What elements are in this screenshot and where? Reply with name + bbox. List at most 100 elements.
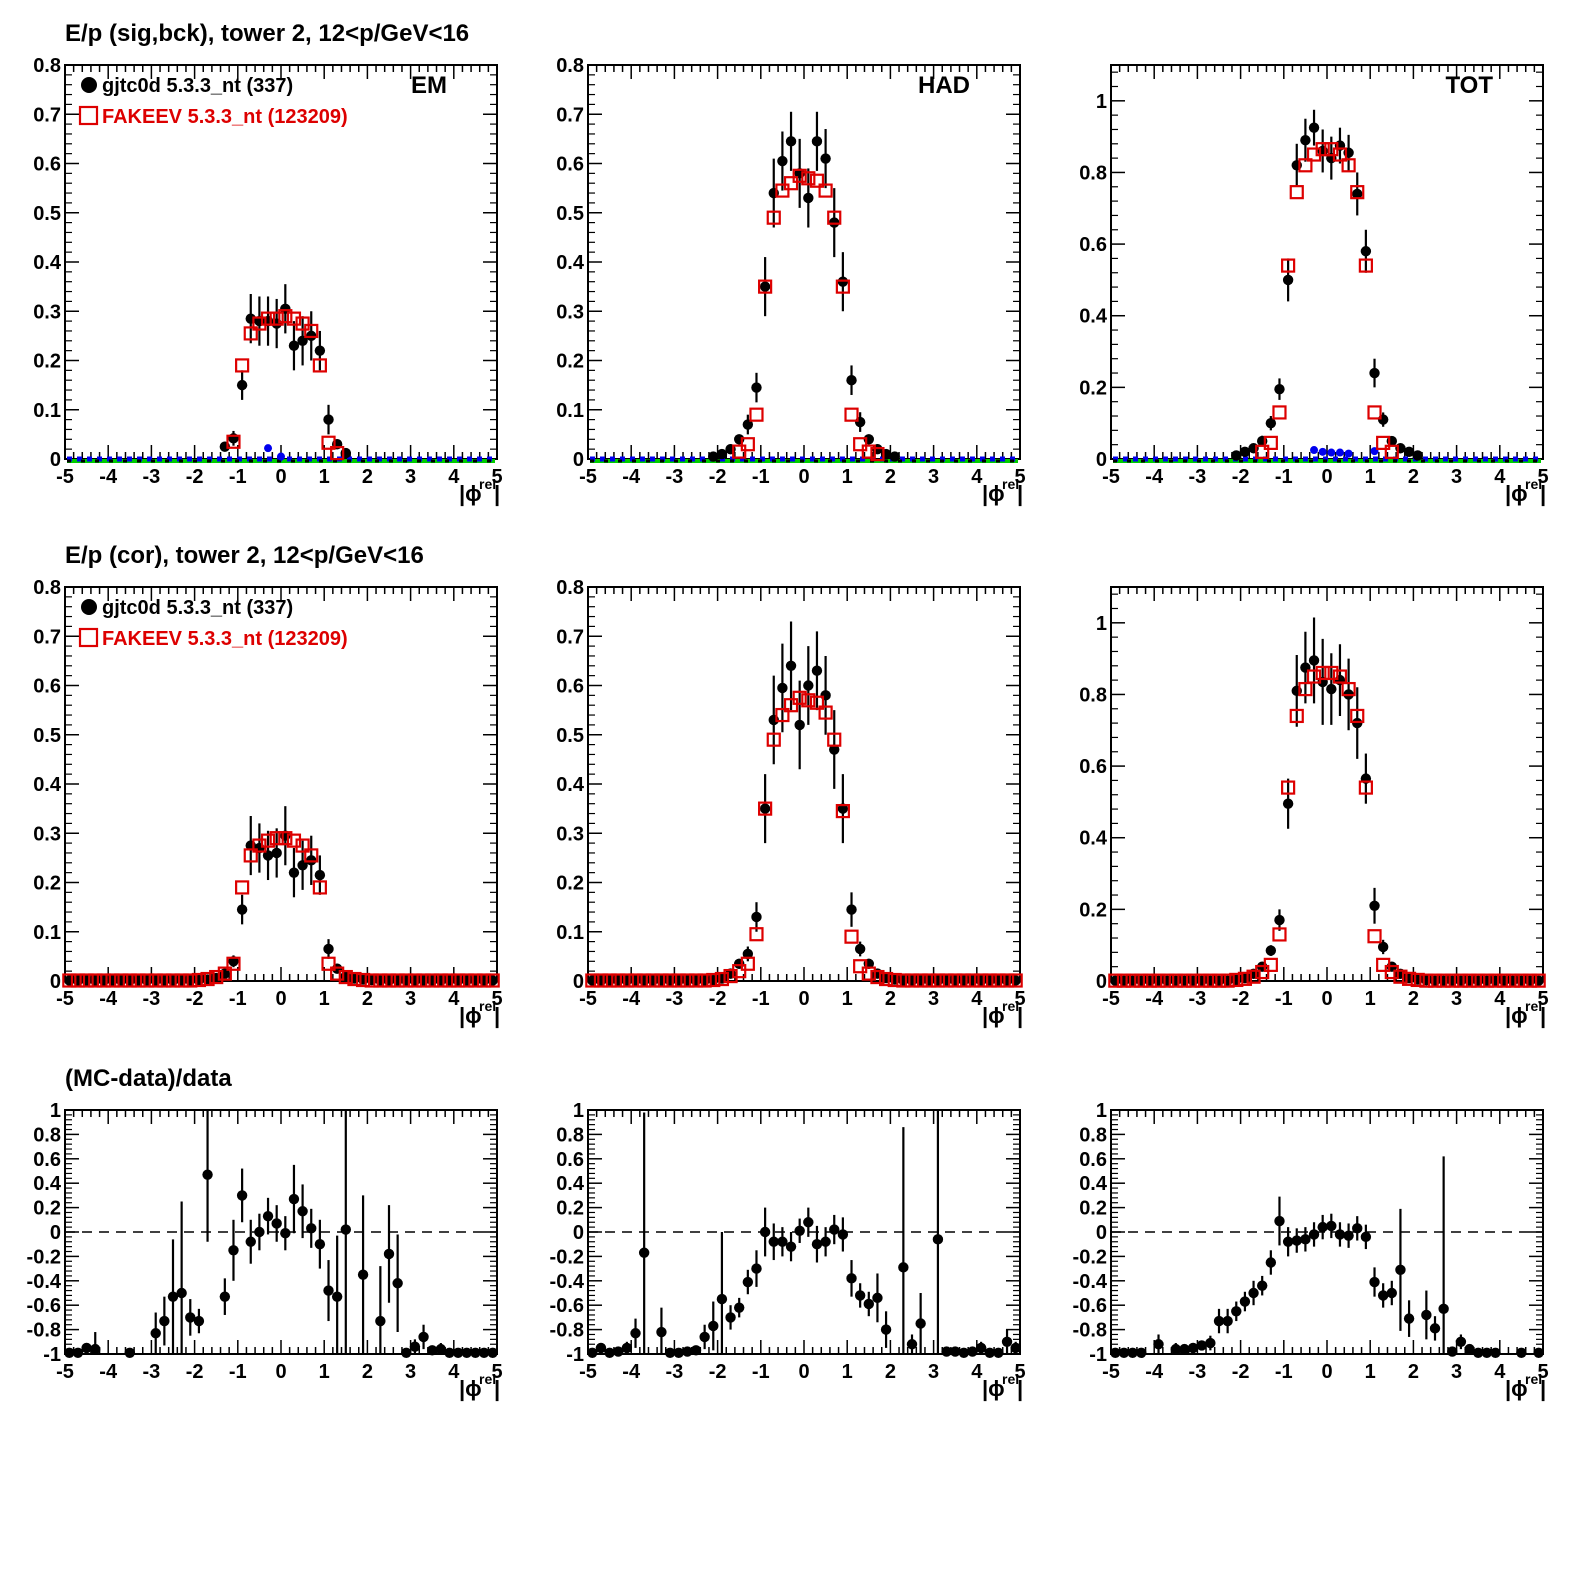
data-marker xyxy=(1421,1309,1432,1321)
panel-r3-em: -5 -4 -3 -2 -1 0 1 2 3 4 5|ϕrel|-1-0.8-0.6-0.4-0.2… xyxy=(27,1100,503,1401)
y-tick-label: 0.4 xyxy=(33,252,62,274)
y-tick-label: -0.6 xyxy=(550,1295,584,1317)
data-marker xyxy=(288,1193,300,1205)
data-marker xyxy=(725,1312,736,1323)
x-tick-label: 4 xyxy=(971,1361,983,1383)
data-marker xyxy=(716,1293,728,1305)
data-marker xyxy=(1352,1223,1363,1234)
mc-marker xyxy=(399,973,414,988)
y-tick-label: -0.4 xyxy=(27,1271,62,1293)
data-marker xyxy=(1438,1303,1449,1315)
x-tick-label: -1 xyxy=(1275,1361,1293,1383)
y-tick-label: 0.7 xyxy=(556,104,584,126)
x-tick-label: 2 xyxy=(362,988,373,1010)
data-marker xyxy=(1516,1347,1527,1358)
data-marker xyxy=(1179,1343,1190,1355)
data-marker xyxy=(1352,717,1363,729)
data-marker xyxy=(1291,1235,1302,1246)
mc-marker xyxy=(1298,158,1313,173)
data-marker xyxy=(1300,1234,1311,1245)
x-tick-label: -2 xyxy=(1232,466,1250,488)
mc-marker xyxy=(827,732,842,747)
y-tick-label: 0.4 xyxy=(556,774,585,796)
data-marker xyxy=(1274,383,1285,395)
data-marker xyxy=(323,414,334,425)
mc-marker xyxy=(991,973,1006,988)
x-tick-label: -1 xyxy=(1275,988,1293,1010)
mc-marker xyxy=(792,168,807,183)
y-tick-label: 0.5 xyxy=(33,203,61,225)
mc-marker xyxy=(853,959,868,974)
x-tick-label: -1 xyxy=(1275,466,1293,488)
data-marker xyxy=(418,1331,429,1343)
mc-marker xyxy=(243,848,258,863)
y-tick-label: -1 xyxy=(43,1344,61,1366)
data-marker xyxy=(915,1318,926,1329)
x-tick-label: 4 xyxy=(448,1361,460,1383)
x-tick-label: 1 xyxy=(842,988,853,1010)
x-tick-label: 5 xyxy=(491,466,502,488)
data-marker xyxy=(1369,367,1380,379)
mc-marker xyxy=(706,972,721,988)
mc-marker xyxy=(1376,957,1391,972)
x-tick-label: -1 xyxy=(229,466,247,488)
mc-marker xyxy=(235,880,250,895)
data-marker xyxy=(1001,1336,1013,1348)
mc-marker xyxy=(775,183,790,198)
plot-frame xyxy=(587,586,1021,982)
data-marker xyxy=(1187,1342,1199,1354)
data-marker xyxy=(759,281,771,292)
x-tick-label: -4 xyxy=(622,466,641,488)
data-marker xyxy=(820,153,831,164)
y-tick-label: -1 xyxy=(1089,1344,1107,1366)
x-tick-label: -4 xyxy=(99,1361,118,1383)
mc-marker xyxy=(835,279,850,294)
x-tick-label: 2 xyxy=(885,988,896,1010)
mc-marker xyxy=(1211,973,1227,988)
x-axis-label: |ϕ xyxy=(982,481,1005,506)
data-marker xyxy=(1455,1336,1467,1348)
mc-marker xyxy=(645,973,660,988)
x-axis-label-sup: rel xyxy=(1525,998,1542,1014)
mc-marker xyxy=(844,407,859,422)
y-tick-label: 0.7 xyxy=(33,626,61,648)
data-marker xyxy=(1170,1343,1182,1355)
x-axis-label-sup: rel xyxy=(1525,1371,1542,1387)
data-marker xyxy=(1282,1236,1294,1247)
mc-marker xyxy=(1306,669,1322,684)
data-marker xyxy=(1395,1264,1406,1276)
data-marker xyxy=(751,1263,762,1274)
data-marker xyxy=(1490,1347,1501,1358)
mc-marker xyxy=(637,973,652,988)
plot-frame xyxy=(587,64,1021,460)
data-marker xyxy=(777,682,788,694)
data-marker xyxy=(803,680,814,691)
x-tick-label: -1 xyxy=(752,466,770,488)
mc-marker xyxy=(278,309,293,324)
mc-marker xyxy=(1401,971,1417,986)
mc-marker xyxy=(1479,973,1494,988)
data-marker xyxy=(1326,1220,1337,1232)
y-tick-label: 0 xyxy=(50,449,61,471)
y-tick-label: 0.1 xyxy=(556,400,584,422)
mc-marker xyxy=(1177,973,1192,988)
mc-marker xyxy=(1471,973,1486,988)
mc-marker xyxy=(1531,973,1546,988)
mc-marker xyxy=(965,973,980,988)
x-tick-label: -5 xyxy=(56,1361,74,1383)
mc-marker xyxy=(758,279,773,294)
y-tick-label: -0.8 xyxy=(27,1320,61,1342)
mc-marker xyxy=(200,971,215,987)
mc-marker xyxy=(1281,780,1296,795)
data-marker xyxy=(803,1217,814,1228)
y-tick-label: 0.4 xyxy=(1079,828,1108,850)
mc-marker xyxy=(1358,780,1373,795)
x-axis-label-end: | xyxy=(1017,481,1023,506)
mc-marker xyxy=(982,973,997,988)
mc-marker xyxy=(468,973,483,988)
data-marker xyxy=(306,1223,317,1234)
data-marker xyxy=(1222,1315,1233,1327)
data-marker xyxy=(863,1298,874,1310)
data-marker xyxy=(1282,274,1294,286)
